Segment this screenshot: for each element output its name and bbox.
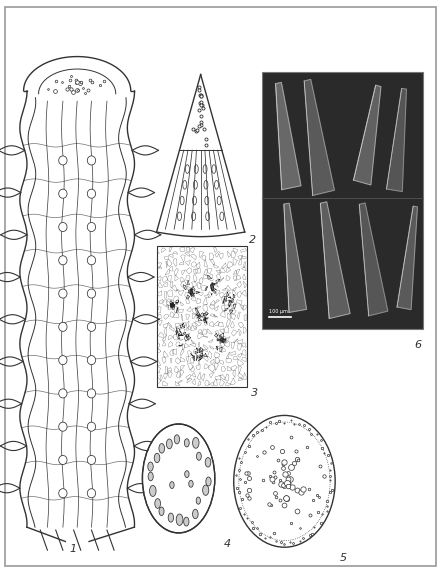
Polygon shape <box>284 203 306 312</box>
Ellipse shape <box>184 517 189 526</box>
Ellipse shape <box>166 439 172 449</box>
Ellipse shape <box>170 482 174 489</box>
Polygon shape <box>359 203 388 316</box>
Polygon shape <box>386 88 407 191</box>
Text: 100 μm: 100 μm <box>269 309 288 314</box>
Ellipse shape <box>59 189 67 198</box>
Text: 5: 5 <box>340 553 347 563</box>
Ellipse shape <box>87 222 96 231</box>
Ellipse shape <box>196 497 201 504</box>
Ellipse shape <box>197 452 201 460</box>
Ellipse shape <box>148 462 153 471</box>
Bar <box>157 246 247 387</box>
Ellipse shape <box>59 256 67 265</box>
Ellipse shape <box>87 322 96 331</box>
Ellipse shape <box>176 514 183 525</box>
Ellipse shape <box>155 499 161 508</box>
Polygon shape <box>304 80 334 195</box>
Ellipse shape <box>59 322 67 331</box>
Polygon shape <box>354 85 381 185</box>
Ellipse shape <box>87 356 96 364</box>
Ellipse shape <box>59 289 67 298</box>
Ellipse shape <box>59 389 67 398</box>
Ellipse shape <box>149 485 156 496</box>
Ellipse shape <box>59 156 67 165</box>
Ellipse shape <box>193 509 198 519</box>
Ellipse shape <box>87 389 96 398</box>
Text: 4: 4 <box>224 539 231 548</box>
Ellipse shape <box>184 439 189 447</box>
Ellipse shape <box>189 480 193 487</box>
Text: 6: 6 <box>414 340 421 350</box>
Polygon shape <box>321 202 350 319</box>
Ellipse shape <box>202 485 209 496</box>
Polygon shape <box>397 206 418 309</box>
Ellipse shape <box>174 435 179 444</box>
Ellipse shape <box>59 356 67 364</box>
Ellipse shape <box>159 444 164 453</box>
Ellipse shape <box>59 422 67 431</box>
Ellipse shape <box>148 472 153 481</box>
FancyBboxPatch shape <box>5 7 436 566</box>
Ellipse shape <box>87 489 96 498</box>
Ellipse shape <box>159 507 164 516</box>
Text: 1: 1 <box>69 544 76 554</box>
Circle shape <box>234 415 335 547</box>
Ellipse shape <box>87 256 96 265</box>
Ellipse shape <box>168 513 174 522</box>
Text: 2: 2 <box>249 235 256 245</box>
Ellipse shape <box>87 422 96 431</box>
Ellipse shape <box>87 156 96 165</box>
Ellipse shape <box>185 470 189 477</box>
Ellipse shape <box>87 189 96 198</box>
Ellipse shape <box>59 456 67 465</box>
Ellipse shape <box>59 222 67 231</box>
Ellipse shape <box>87 289 96 298</box>
Ellipse shape <box>59 489 67 498</box>
Polygon shape <box>276 83 301 190</box>
Text: 3: 3 <box>251 388 258 398</box>
Ellipse shape <box>205 458 211 467</box>
Bar <box>262 72 423 329</box>
Ellipse shape <box>206 477 211 486</box>
Ellipse shape <box>193 437 199 448</box>
Ellipse shape <box>143 425 214 532</box>
Ellipse shape <box>154 453 160 462</box>
Ellipse shape <box>87 456 96 465</box>
